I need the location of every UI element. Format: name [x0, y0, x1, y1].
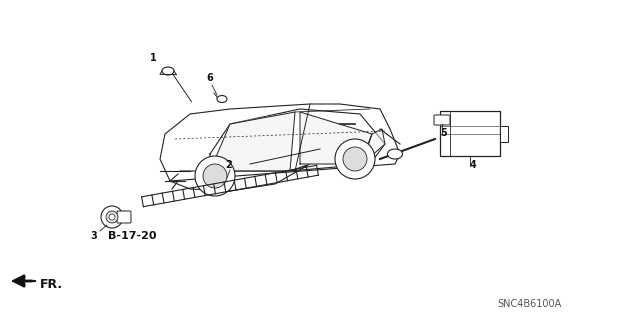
- Circle shape: [335, 139, 375, 179]
- Polygon shape: [210, 112, 295, 171]
- Circle shape: [203, 164, 227, 188]
- Text: 4: 4: [470, 160, 477, 170]
- Ellipse shape: [387, 149, 403, 159]
- Polygon shape: [160, 104, 400, 181]
- Text: FR.: FR.: [40, 278, 63, 291]
- Text: 5: 5: [440, 128, 447, 138]
- FancyBboxPatch shape: [117, 211, 131, 223]
- Text: 3: 3: [90, 231, 97, 241]
- Ellipse shape: [217, 95, 227, 102]
- Text: 6: 6: [206, 73, 212, 83]
- Text: 1: 1: [150, 53, 157, 63]
- Text: B-17-20: B-17-20: [108, 231, 157, 241]
- FancyBboxPatch shape: [500, 126, 508, 142]
- Polygon shape: [300, 112, 372, 164]
- FancyBboxPatch shape: [434, 115, 450, 125]
- Ellipse shape: [162, 67, 174, 75]
- Circle shape: [109, 214, 115, 220]
- Circle shape: [343, 147, 367, 171]
- FancyBboxPatch shape: [440, 111, 500, 156]
- Circle shape: [106, 211, 118, 223]
- Polygon shape: [170, 164, 310, 191]
- Circle shape: [101, 206, 123, 228]
- Polygon shape: [210, 109, 385, 171]
- Circle shape: [195, 156, 235, 196]
- Text: 2: 2: [225, 160, 232, 170]
- Polygon shape: [362, 129, 385, 164]
- Text: SNC4B6100A: SNC4B6100A: [498, 299, 562, 309]
